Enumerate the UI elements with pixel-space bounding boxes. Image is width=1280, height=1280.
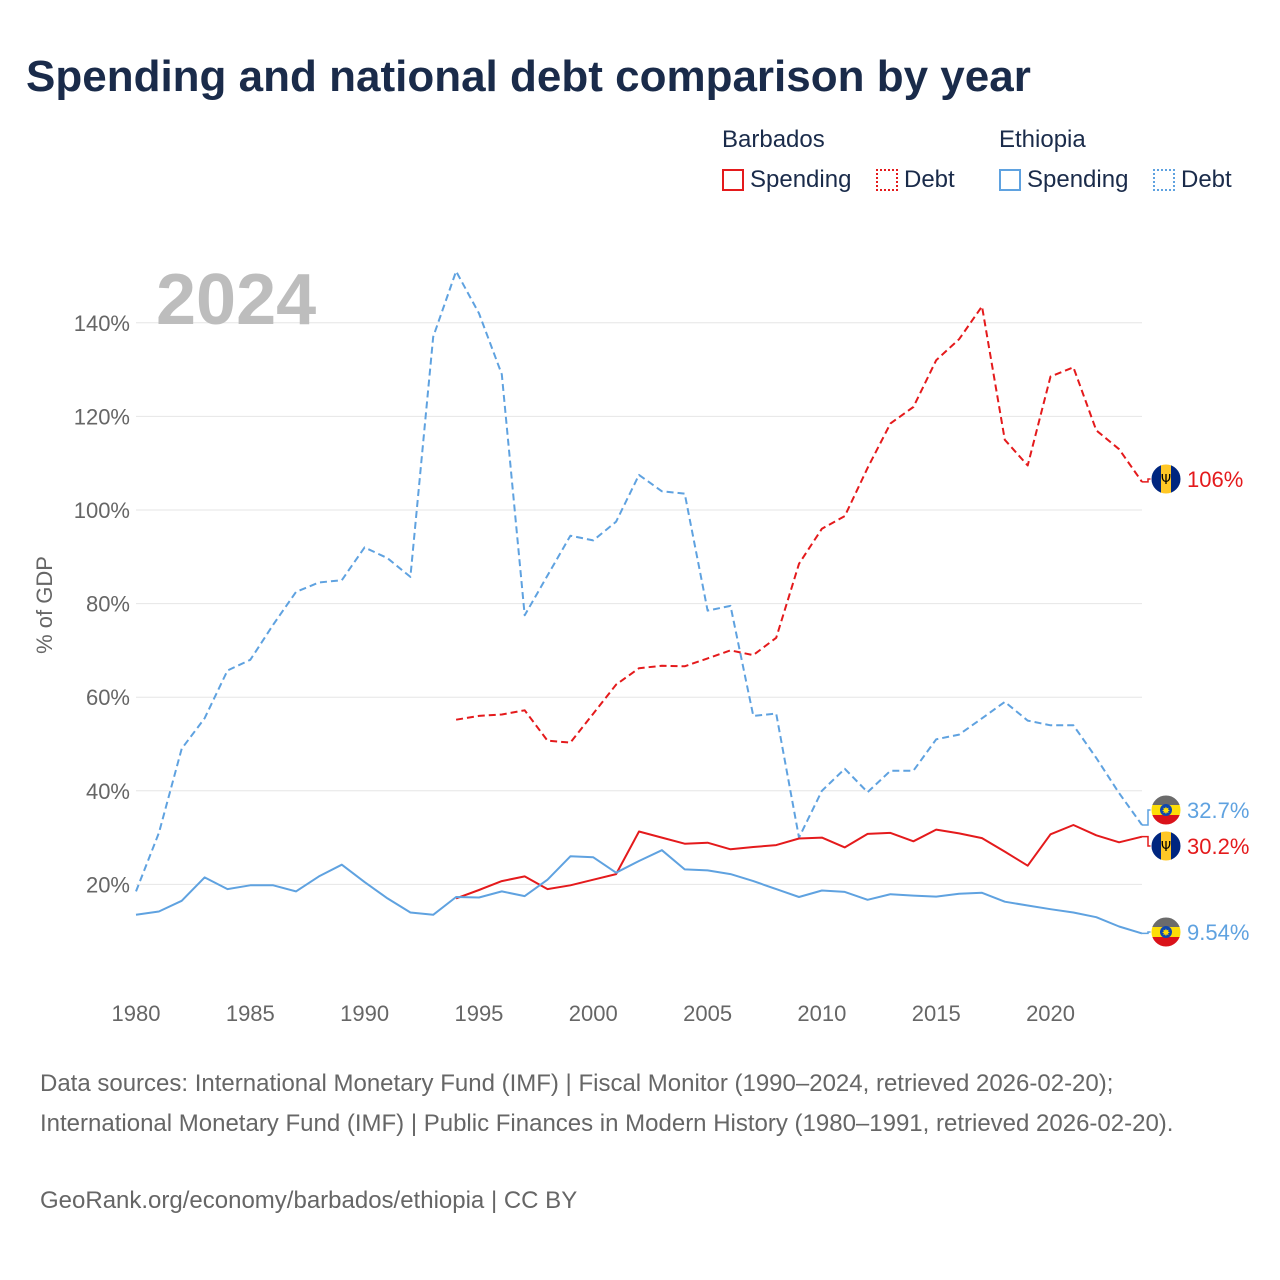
y-axis-label: % of GDP bbox=[32, 556, 57, 654]
y-tick-label: 100% bbox=[74, 498, 130, 523]
series-line-ethiopia-debt[interactable] bbox=[135, 270, 1143, 892]
year-watermark: 2024 bbox=[156, 260, 316, 340]
legend-title-ethiopia: Ethiopia bbox=[999, 126, 1086, 153]
y-tick-label: 40% bbox=[86, 779, 130, 804]
legend-swatch-barbados-debt bbox=[876, 169, 898, 191]
legend-label-barbados-debt: Debt bbox=[904, 166, 955, 193]
x-tick-label: 1980 bbox=[112, 1001, 161, 1026]
footer-sources: Data sources: International Monetary Fun… bbox=[40, 1070, 1174, 1137]
chart-title: Spending and national debt comparison by… bbox=[26, 52, 1031, 101]
footer-credit[interactable]: GeoRank.org/economy/barbados/ethiopia | … bbox=[40, 1187, 578, 1214]
legend-label-barbados-spending: Spending bbox=[750, 166, 852, 193]
ethiopia-flag-icon: ✸ bbox=[1150, 916, 1182, 948]
x-tick-label: 1995 bbox=[454, 1001, 503, 1026]
svg-text:Ψ: Ψ bbox=[1161, 840, 1171, 855]
x-tick-label: 2010 bbox=[797, 1001, 846, 1026]
svg-text:✸: ✸ bbox=[1162, 928, 1170, 939]
svg-text:✸: ✸ bbox=[1162, 806, 1170, 817]
end-value-label: 9.54% bbox=[1187, 920, 1249, 945]
x-tick-label: 2005 bbox=[683, 1001, 732, 1026]
y-tick-label: 120% bbox=[74, 404, 130, 429]
y-tick-label: 80% bbox=[86, 592, 130, 617]
y-tick-label: 140% bbox=[74, 311, 130, 336]
legend-barbados-debt[interactable]: Debt bbox=[876, 166, 955, 194]
x-tick-label: 1990 bbox=[340, 1001, 389, 1026]
x-tick-label: 1985 bbox=[226, 1001, 275, 1026]
series-line-ethiopia-spending[interactable] bbox=[135, 849, 1143, 935]
end-value-label: 32.7% bbox=[1187, 798, 1249, 823]
barbados-flag-icon: Ψ bbox=[1150, 830, 1182, 862]
legend-label-ethiopia-debt: Debt bbox=[1181, 166, 1232, 193]
legend-ethiopia-spending[interactable]: Spending bbox=[999, 166, 1128, 194]
x-tick-label: 2015 bbox=[912, 1001, 961, 1026]
legend-swatch-ethiopia-debt bbox=[1153, 169, 1175, 191]
legend-swatch-barbados-spending bbox=[722, 169, 744, 191]
barbados-flag-icon: Ψ bbox=[1150, 463, 1182, 495]
ethiopia-flag-icon: ✸ bbox=[1150, 794, 1182, 826]
end-value-label: 30.2% bbox=[1187, 834, 1249, 859]
y-tick-label: 20% bbox=[86, 872, 130, 897]
svg-text:Ψ: Ψ bbox=[1161, 473, 1171, 488]
x-tick-label: 2020 bbox=[1026, 1001, 1075, 1026]
legend-ethiopia-debt[interactable]: Debt bbox=[1153, 166, 1232, 194]
y-tick-label: 60% bbox=[86, 685, 130, 710]
legend-label-ethiopia-spending: Spending bbox=[1027, 166, 1129, 193]
series-line-barbados-spending[interactable] bbox=[455, 824, 1143, 900]
legend-title-barbados: Barbados bbox=[722, 126, 825, 153]
line-chart: 20% 40% 60% 80% 100% 120% 140% 1980 1985 1990 1995… bbox=[32, 260, 1249, 1026]
end-value-label: 106% bbox=[1187, 467, 1243, 492]
legend-barbados-spending[interactable]: Spending bbox=[722, 166, 851, 194]
series-line-barbados-debt[interactable] bbox=[455, 305, 1143, 744]
x-tick-label: 2000 bbox=[569, 1001, 618, 1026]
legend-swatch-ethiopia-spending bbox=[999, 169, 1021, 191]
